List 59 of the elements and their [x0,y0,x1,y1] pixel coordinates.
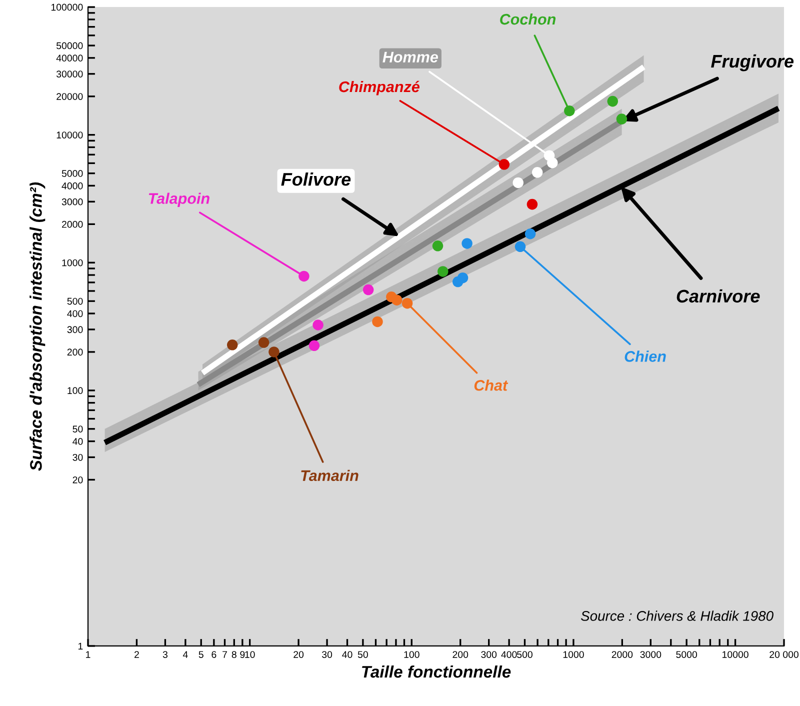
y-tick-label: 200 [67,348,83,356]
x-tick-label: 40 [342,651,352,658]
x-tick-label: 10 [245,651,255,658]
y-tick-label: 100000 [51,4,83,11]
x-tick-label: 4 [182,651,188,658]
text: Frugivore [711,54,794,72]
x-tick-label: 3 [162,651,168,658]
x-tick-label: 6 [212,651,216,658]
x-tick-label: 400 [501,651,517,658]
text: Carnivore [676,289,760,303]
x-tick-label: 5000 [676,651,698,658]
x-tick-label: 7 [222,651,227,658]
y-tick-label: 1 [78,642,83,650]
y-axis-title: Surface d'absorption intestinal (cm²) [30,182,46,471]
y-tick-label: 1000 [62,259,83,266]
y-tick-label: 100 [68,387,83,394]
x-tick-label: 2 [134,651,139,658]
x-tick-label: 500 [517,651,532,658]
x-tick-label: 1 [86,651,90,658]
y-tick-label: 400 [67,310,83,318]
y-tick-label: 30000 [56,70,83,78]
text: Tamarin [301,470,358,482]
y-tick-label: 20 [72,476,83,484]
y-tick-label: 5000 [62,170,83,177]
x-tick-label: 10000 [722,651,748,658]
text: Homme [382,52,438,62]
text: Folivore [281,172,351,186]
y-tick-label: 40000 [56,54,83,62]
x-tick-label: 20 [294,651,304,658]
x-axis-title: Taille fonctionnelle [362,665,511,678]
y-tick-label: 300 [67,326,83,334]
y-tick-label: 40 [72,438,83,445]
x-tick-label: 20 000 [770,651,798,658]
x-tick-label: 1000 [563,651,584,658]
y-tick-label: 2000 [62,220,83,228]
x-tick-label: 200 [452,651,468,658]
y-tick-label: 30 [72,454,83,461]
text: Talapoin [148,192,210,207]
y-tick-label: 20000 [56,93,83,100]
y-tick-label: 50000 [56,42,83,50]
x-tick-label: 5 [198,651,204,658]
x-tick-label: 50 [358,651,368,658]
x-tick-label: 8 [232,651,236,658]
y-tick-label: 10000 [56,132,83,138]
text: Chien [624,350,666,362]
x-tick-label: 300 [481,651,497,658]
x-tick-label: 100 [404,651,420,658]
annotation: Source : Chivers & Hladik 1980 [580,610,774,621]
x-tick-label: 3000 [640,651,662,658]
y-tick-label: 3000 [62,198,83,206]
y-tick-label: 500 [67,298,83,305]
x-tick-label: 2000 [612,651,633,658]
x-tick-label: 30 [322,651,332,658]
y-tick-label: 4000 [62,182,83,190]
y-tick-label: 50 [72,426,83,433]
text: Chimpanzé [339,80,420,96]
text: Cochon [500,13,556,25]
x-tick-label: 9 [240,651,245,658]
text: Chat [474,380,508,391]
